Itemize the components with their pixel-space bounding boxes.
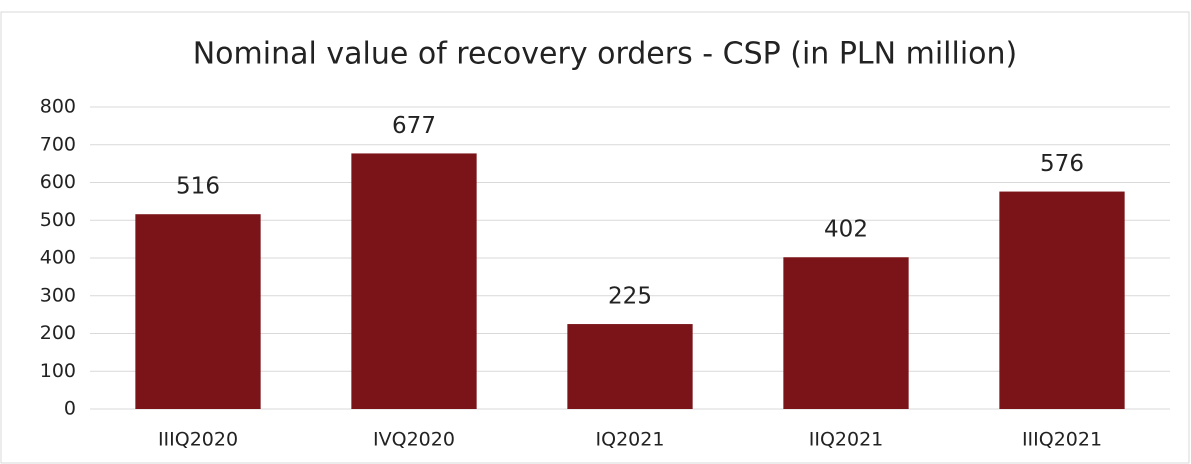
value-label: 516 xyxy=(176,174,220,200)
y-tick-label: 0 xyxy=(64,398,76,420)
y-tick-label: 300 xyxy=(40,284,76,306)
value-label: 225 xyxy=(608,284,652,310)
bar xyxy=(567,324,693,409)
y-tick-label: 600 xyxy=(40,171,76,193)
value-label: 402 xyxy=(824,217,868,243)
x-tick-label: IVQ2020 xyxy=(373,429,455,451)
y-tick-label: 500 xyxy=(40,209,76,231)
value-label: 677 xyxy=(392,113,436,139)
value-label: 576 xyxy=(1040,151,1084,177)
y-tick-label: 200 xyxy=(40,322,76,344)
bar xyxy=(999,191,1125,409)
bar xyxy=(783,257,909,409)
x-tick-label: IIIQ2021 xyxy=(1022,429,1102,451)
x-tick-label: IIQ2021 xyxy=(809,429,884,451)
y-tick-label: 100 xyxy=(40,360,76,382)
x-tick-label: IQ2021 xyxy=(596,429,665,451)
bar xyxy=(351,153,477,409)
chart-title: Nominal value of recovery orders - CSP (… xyxy=(193,37,1018,72)
bar xyxy=(135,214,261,409)
y-tick-label: 700 xyxy=(40,133,76,155)
y-tick-label: 800 xyxy=(40,96,76,118)
x-tick-label: IIIQ2020 xyxy=(158,429,238,451)
y-tick-label: 400 xyxy=(40,247,76,269)
